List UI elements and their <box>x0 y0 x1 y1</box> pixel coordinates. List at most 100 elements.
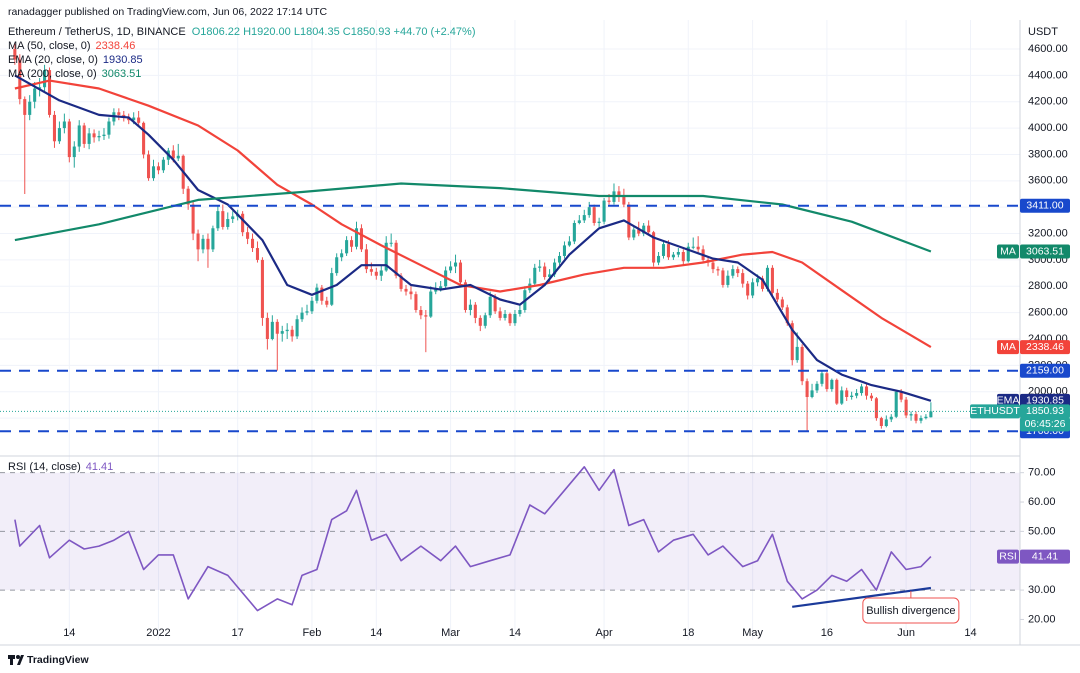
symbol-tag: ETHUSDT <box>970 405 1020 417</box>
y-tick-label: 50.00 <box>1028 525 1056 537</box>
candle-body <box>716 269 720 271</box>
candle-body <box>300 312 304 320</box>
candle-body <box>483 315 487 326</box>
candle-body <box>765 267 770 289</box>
y-tick-label: 4600.00 <box>1028 43 1068 55</box>
candle-body <box>255 248 260 260</box>
candle-body <box>221 211 225 227</box>
symbol-tag-box <box>970 404 1020 419</box>
level-label-box <box>1020 363 1070 378</box>
candle-body <box>726 275 730 285</box>
candle-body <box>330 273 334 305</box>
candle-body <box>82 125 86 144</box>
series-value-tag-box <box>1020 549 1070 564</box>
y-tick-label: 20.00 <box>1028 613 1056 625</box>
annotation-text: Bullish divergence <box>866 605 955 617</box>
candle-body <box>275 321 279 334</box>
candle-body <box>775 292 779 300</box>
candle-body <box>557 255 562 263</box>
candle-body <box>87 133 91 144</box>
candle-body <box>538 266 542 268</box>
candle-body <box>28 101 32 115</box>
series-value-tag: 41.41 <box>1032 550 1058 562</box>
candle-body <box>602 200 606 222</box>
candle-body <box>686 246 690 262</box>
countdown-tag: 06:45:26 <box>1025 418 1066 430</box>
candle-body <box>607 200 611 202</box>
candle-body <box>671 254 675 258</box>
level-label-box <box>1020 198 1070 213</box>
plot: Bullish divergence <box>0 43 1020 624</box>
series-tag: MA <box>1000 341 1016 353</box>
candle-body <box>899 391 903 400</box>
candle-body <box>285 329 289 332</box>
last-price-tag: 1850.93 <box>1026 405 1064 417</box>
axes: 1800.002000.002200.002400.002600.002800.… <box>63 26 1068 639</box>
candle-body <box>33 88 37 102</box>
candle-body <box>47 70 52 115</box>
candle-body <box>320 287 324 301</box>
candle-body <box>404 288 408 292</box>
candle-body <box>384 242 388 271</box>
candle-body <box>250 238 255 249</box>
candle-body <box>97 136 101 138</box>
candle-body <box>741 273 745 284</box>
series-tag: RSI <box>999 550 1017 562</box>
candle-body <box>909 414 913 416</box>
candle-body <box>736 269 740 274</box>
candle-body <box>231 216 235 220</box>
candle-body <box>652 232 656 263</box>
legend-value: 1930.85 <box>103 54 143 66</box>
candle-body <box>354 228 359 247</box>
candle-body <box>176 155 180 159</box>
candle-body <box>855 393 859 396</box>
candle-body <box>924 416 928 419</box>
y-tick-label: 4000.00 <box>1028 122 1068 134</box>
legend-entry: MA (200, close, 0) 3063.51 <box>8 68 141 80</box>
candle-body <box>617 191 621 197</box>
level-label: 3411.00 <box>1026 200 1063 212</box>
candle-body <box>587 207 591 216</box>
candle-body <box>929 411 933 418</box>
candle-body <box>345 240 349 254</box>
candle-body <box>434 288 438 292</box>
candle-body <box>582 215 586 221</box>
y-tick-label: 60.00 <box>1028 496 1056 508</box>
candle-body <box>661 244 666 256</box>
footer-brand: TradingView <box>27 654 89 666</box>
candle-body <box>577 220 581 223</box>
candle-body <box>369 269 373 272</box>
candle-body <box>265 317 269 339</box>
ma-line <box>14 79 932 349</box>
candle-body <box>800 346 804 382</box>
legend: Ethereum / TetherUS, 1D, BINANCE O1806.22… <box>8 26 476 473</box>
candle-body <box>206 238 210 250</box>
candle-body <box>840 390 844 404</box>
x-tick-label: 14 <box>509 627 521 639</box>
candle-body <box>795 346 799 361</box>
candle-body <box>305 311 309 313</box>
y-tick-label: 4200.00 <box>1028 96 1068 108</box>
candle-body <box>364 249 368 270</box>
candle-body <box>493 296 497 312</box>
candle-body <box>622 196 626 205</box>
legend-ohlc: O1806.22 H1920.00 L1804.35 C1850.93 +44.… <box>192 26 476 38</box>
candle-body <box>637 229 641 234</box>
legend-entry: EMA (20, close, 0) 1930.85 <box>8 54 143 66</box>
candle-body <box>335 257 339 274</box>
candle-body <box>424 315 428 317</box>
candle-body <box>553 262 557 275</box>
candle-body <box>419 310 423 316</box>
candle-body <box>409 291 413 295</box>
candle-body <box>790 323 794 361</box>
x-tick-label: Apr <box>596 627 613 639</box>
x-tick-label: 17 <box>232 627 244 639</box>
candle-body <box>107 121 111 135</box>
legend-value: 3063.51 <box>102 68 142 80</box>
candle-body <box>117 112 121 115</box>
candle-body <box>468 304 472 310</box>
candle-body <box>246 232 250 239</box>
candle-body <box>463 282 467 310</box>
